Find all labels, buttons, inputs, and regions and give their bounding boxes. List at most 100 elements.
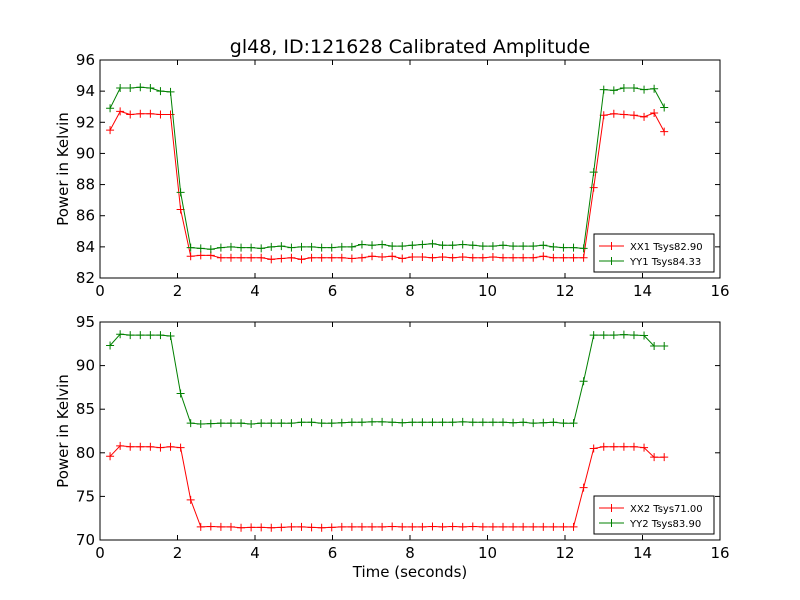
data-point [418, 522, 427, 531]
data-point [569, 253, 578, 262]
data-point [347, 254, 356, 263]
data-point [428, 239, 437, 248]
data-point [337, 253, 346, 262]
series-2 [106, 330, 669, 429]
data-point [226, 242, 235, 251]
legend-label: XX1 Tsys82.90 [630, 242, 703, 253]
data-point [579, 377, 588, 386]
data-point [539, 252, 548, 261]
data-point [428, 418, 437, 427]
data-point [640, 331, 649, 340]
data-point [106, 126, 115, 135]
y-tick-label: 84 [76, 238, 95, 256]
legend-entry: XX2 Tsys71.00 [599, 504, 703, 515]
data-point [378, 417, 387, 426]
data-point [660, 103, 669, 112]
data-point [619, 330, 628, 339]
data-point [408, 522, 417, 531]
data-point [398, 418, 407, 427]
data-point [599, 331, 608, 340]
data-point [438, 252, 447, 261]
x-tick-label: 10 [478, 282, 497, 300]
data-point [287, 243, 296, 252]
data-point [629, 442, 638, 451]
data-point [388, 418, 397, 427]
data-point [156, 331, 165, 340]
data-point [619, 110, 628, 119]
legend-frame [593, 233, 715, 273]
data-point [156, 110, 165, 119]
data-point [549, 522, 558, 531]
data-point [196, 420, 205, 429]
y-tick-label: 82 [76, 269, 95, 287]
legend-marker [607, 519, 616, 527]
data-point [549, 418, 558, 427]
data-point [529, 522, 538, 531]
data-point [297, 255, 306, 264]
x-tick-label: 8 [405, 282, 415, 300]
data-point [146, 109, 155, 118]
data-point [629, 84, 638, 93]
data-point [337, 418, 346, 427]
data-point [448, 522, 457, 531]
data-point [357, 240, 366, 249]
data-point [196, 244, 205, 253]
data-point [136, 83, 145, 92]
data-point [247, 420, 256, 429]
data-point [337, 242, 346, 251]
data-point [327, 243, 336, 252]
y-tick-label: 86 [76, 207, 95, 225]
data-point [448, 253, 457, 262]
data-point [226, 253, 235, 262]
x-axis-label: Time (seconds) [352, 563, 468, 581]
data-point [499, 253, 507, 262]
data-point [307, 253, 316, 262]
data-point [317, 419, 326, 428]
data-point [599, 85, 608, 94]
x-tick-label: 14 [633, 282, 652, 300]
x-tick-label: 12 [555, 544, 574, 562]
data-point [579, 483, 588, 492]
data-point [368, 252, 377, 261]
data-point [519, 522, 528, 531]
legend-label: YY2 Tsys83.90 [629, 519, 701, 530]
data-point [287, 522, 296, 531]
data-point [237, 253, 246, 262]
data-point [448, 418, 457, 427]
legend-entry: YY2 Tsys83.90 [599, 519, 701, 530]
y-tick-label: 92 [76, 113, 95, 131]
data-point [529, 419, 538, 428]
data-point [156, 443, 165, 452]
figure-title: gl48, ID:121628 Calibrated Amplitude [230, 36, 590, 58]
data-point [196, 522, 205, 531]
data-point [136, 442, 145, 451]
data-point [216, 253, 225, 262]
data-point [468, 253, 477, 262]
data-point [116, 84, 125, 93]
data-point [347, 418, 356, 427]
legend-label: XX2 Tsys71.00 [630, 504, 703, 515]
data-point [216, 419, 225, 428]
data-point [539, 241, 548, 250]
data-point [116, 441, 125, 450]
data-point [267, 523, 276, 532]
data-point [388, 522, 397, 531]
data-point [660, 127, 669, 136]
data-point [206, 522, 215, 531]
x-tick-label: 16 [710, 282, 729, 300]
data-point [388, 252, 397, 261]
data-point [468, 241, 477, 250]
data-point [488, 418, 497, 427]
data-point [559, 243, 568, 252]
data-point [640, 443, 649, 452]
data-point [136, 331, 145, 340]
data-point [539, 418, 548, 427]
data-point [378, 522, 387, 531]
data-point [629, 331, 638, 340]
y-tick-label: 90 [76, 144, 95, 162]
data-point [297, 242, 306, 251]
data-point [509, 242, 518, 251]
y-tick-label: 88 [76, 176, 95, 194]
chart-panel-1: 0 2 4 6 8 10 12 14 16 82 84 86 88 90 92 94 96 Power in Ke… [54, 51, 730, 300]
data-point [146, 442, 155, 451]
